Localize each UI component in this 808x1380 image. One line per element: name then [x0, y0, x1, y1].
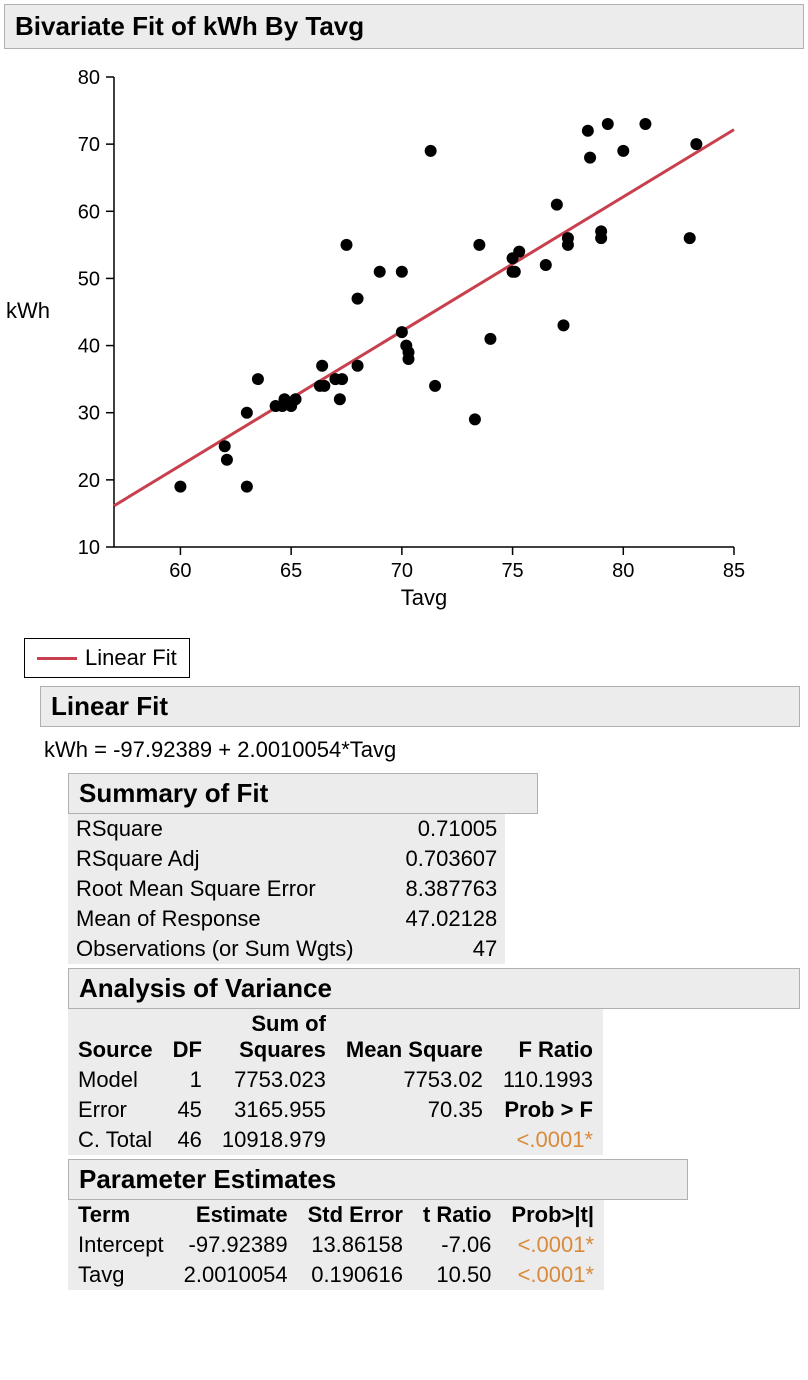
summary-value: 0.71005	[366, 814, 506, 844]
table-row: RSquare Adj0.703607	[68, 844, 505, 874]
column-header: Prob>|t|	[501, 1200, 604, 1230]
column-header: Sum ofSquares	[212, 1009, 336, 1065]
param-estimates-title: Parameter Estimates	[68, 1159, 688, 1200]
svg-text:60: 60	[169, 560, 191, 582]
svg-text:65: 65	[280, 560, 302, 582]
svg-text:10: 10	[78, 537, 100, 559]
svg-text:50: 50	[78, 268, 100, 290]
summary-value: 47	[366, 934, 506, 964]
svg-text:40: 40	[78, 336, 100, 358]
anova-title: Analysis of Variance	[68, 968, 800, 1009]
svg-text:Tavg: Tavg	[401, 585, 447, 610]
column-header: Mean Square	[336, 1009, 493, 1065]
summary-of-fit-title: Summary of Fit	[68, 773, 538, 814]
summary-value: 8.387763	[366, 874, 506, 904]
table-row: Root Mean Square Error8.387763	[68, 874, 505, 904]
summary-label: Root Mean Square Error	[68, 874, 366, 904]
column-header: t Ratio	[413, 1200, 501, 1230]
param-estimates-table: TermEstimateStd Errort RatioProb>|t|Inte…	[68, 1200, 604, 1290]
summary-of-fit-table: RSquare0.71005RSquare Adj0.703607Root Me…	[68, 814, 505, 964]
column-header: Std Error	[298, 1200, 413, 1230]
svg-text:kWh: kWh	[6, 298, 50, 323]
summary-label: RSquare	[68, 814, 366, 844]
summary-label: RSquare Adj	[68, 844, 366, 874]
table-header-row: TermEstimateStd Errort RatioProb>|t|	[68, 1200, 604, 1230]
table-header-row: SourceDFSum ofSquaresMean SquareF Ratio	[68, 1009, 603, 1065]
summary-label: Observations (or Sum Wgts)	[68, 934, 366, 964]
column-header: Source	[68, 1009, 163, 1065]
table-row: C. Total4610918.979<.0001*	[68, 1125, 603, 1155]
summary-value: 0.703607	[366, 844, 506, 874]
column-header: F Ratio	[493, 1009, 603, 1065]
chart-svg: 60 65 70 75 80 85 10 20 30 40 50 60 70 80 Tavg kWh	[4, 57, 764, 617]
main-title: Bivariate Fit of kWh By Tavg	[4, 4, 804, 49]
column-header: DF	[163, 1009, 212, 1065]
scatter-chart: 60 65 70 75 80 85 10 20 30 40 50 60 70 80 Tavg kWh	[4, 57, 804, 622]
summary-value: 47.02128	[366, 904, 506, 934]
table-row: Error453165.95570.35Prob > F	[68, 1095, 603, 1125]
svg-text:70: 70	[78, 134, 100, 156]
svg-text:60: 60	[78, 201, 100, 223]
linear-fit-title: Linear Fit	[40, 686, 800, 727]
table-row: RSquare0.71005	[68, 814, 505, 844]
svg-text:30: 30	[78, 403, 100, 425]
table-row: Observations (or Sum Wgts)47	[68, 934, 505, 964]
legend-line-swatch	[37, 657, 77, 660]
table-row: Intercept-97.9238913.86158-7.06<.0001*	[68, 1230, 604, 1260]
legend-label: Linear Fit	[85, 645, 177, 671]
legend: Linear Fit	[24, 638, 190, 678]
svg-text:85: 85	[723, 560, 745, 582]
svg-text:20: 20	[78, 470, 100, 492]
svg-text:70: 70	[391, 560, 413, 582]
svg-text:80: 80	[612, 560, 634, 582]
table-row: Tavg2.00100540.19061610.50<.0001*	[68, 1260, 604, 1290]
summary-label: Mean of Response	[68, 904, 366, 934]
svg-text:80: 80	[78, 67, 100, 89]
table-row: Mean of Response47.02128	[68, 904, 505, 934]
table-row: Model17753.0237753.02110.1993	[68, 1065, 603, 1095]
fit-equation: kWh = -97.92389 + 2.0010054*Tavg	[40, 731, 808, 769]
svg-text:75: 75	[501, 560, 523, 582]
column-header: Estimate	[174, 1200, 298, 1230]
anova-table: SourceDFSum ofSquaresMean SquareF RatioM…	[68, 1009, 603, 1155]
column-header: Term	[68, 1200, 174, 1230]
